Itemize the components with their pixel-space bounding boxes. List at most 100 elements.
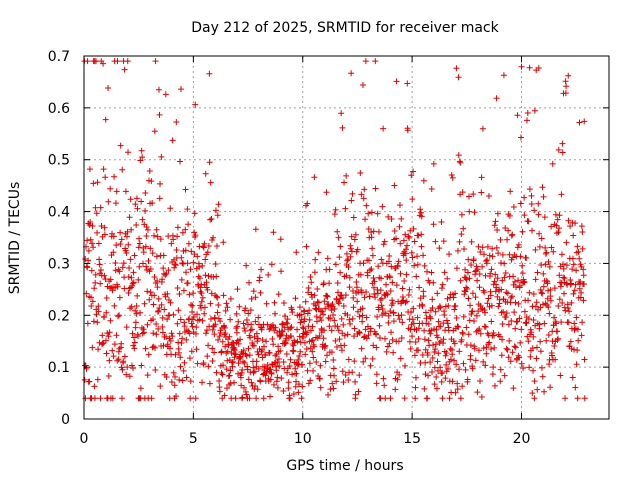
- data-point: [189, 302, 196, 309]
- data-point: [460, 313, 467, 320]
- data-point: [351, 358, 358, 365]
- data-point: [422, 309, 429, 316]
- data-point: [551, 285, 558, 292]
- data-point: [385, 258, 392, 265]
- data-point: [230, 346, 237, 353]
- data-point: [322, 342, 329, 349]
- data-point: [140, 249, 147, 256]
- data-point: [178, 339, 185, 346]
- data-point: [131, 345, 138, 352]
- data-point: [156, 111, 163, 118]
- data-point: [474, 277, 481, 284]
- data-point: [252, 318, 259, 325]
- data-point: [496, 333, 503, 340]
- data-point: [521, 279, 528, 286]
- data-point: [138, 147, 145, 154]
- data-point: [216, 384, 223, 391]
- data-point: [509, 293, 516, 300]
- data-point: [572, 281, 579, 288]
- data-point: [374, 210, 381, 217]
- data-point: [533, 299, 540, 306]
- data-point: [454, 386, 461, 393]
- data-point: [250, 369, 257, 376]
- data-point: [536, 230, 543, 237]
- data-point: [218, 348, 225, 355]
- data-point: [320, 335, 327, 342]
- data-point: [514, 112, 521, 119]
- data-point: [254, 386, 261, 393]
- data-point: [576, 285, 583, 292]
- data-point: [563, 262, 570, 269]
- data-point: [350, 304, 357, 311]
- data-point: [476, 271, 483, 278]
- data-point: [409, 316, 416, 323]
- data-point: [372, 58, 379, 65]
- data-point: [293, 370, 300, 377]
- data-point: [546, 310, 553, 317]
- data-point: [239, 366, 246, 373]
- data-point: [418, 231, 425, 238]
- data-point: [140, 244, 147, 251]
- data-point: [260, 343, 267, 350]
- data-point: [411, 352, 418, 359]
- data-point: [280, 387, 287, 394]
- data-point: [421, 336, 428, 343]
- data-point: [422, 359, 429, 366]
- data-point: [551, 343, 558, 350]
- data-point: [417, 206, 424, 213]
- data-point: [407, 345, 414, 352]
- data-point: [229, 363, 236, 370]
- data-point: [529, 227, 535, 234]
- data-point: [105, 372, 112, 379]
- data-point: [449, 351, 456, 358]
- data-point: [340, 295, 346, 302]
- data-point: [247, 369, 254, 376]
- data-point: [523, 255, 530, 262]
- data-point: [397, 355, 404, 362]
- data-point: [363, 314, 370, 321]
- data-point: [201, 240, 208, 247]
- data-point: [536, 321, 543, 328]
- data-point: [112, 200, 119, 207]
- data-point: [427, 315, 434, 322]
- data-point: [382, 395, 389, 402]
- data-point: [498, 259, 505, 266]
- data-point: [372, 294, 379, 301]
- data-point: [182, 186, 189, 193]
- data-point: [210, 234, 217, 241]
- data-point: [275, 343, 282, 350]
- data-point: [247, 327, 254, 334]
- data-point: [490, 364, 497, 371]
- data-point: [231, 379, 238, 386]
- data-point: [153, 253, 160, 260]
- data-point: [467, 342, 474, 349]
- data-point: [209, 357, 216, 364]
- data-point: [132, 319, 139, 326]
- data-point: [492, 271, 499, 278]
- data-point: [456, 348, 463, 355]
- data-point: [147, 245, 154, 252]
- data-point: [250, 288, 257, 295]
- data-point: [223, 366, 230, 373]
- data-point: [317, 362, 324, 369]
- data-point: [391, 227, 398, 234]
- data-point: [407, 309, 414, 316]
- data-point: [143, 267, 150, 274]
- data-point: [334, 323, 341, 330]
- data-point: [217, 318, 224, 325]
- data-point: [245, 345, 252, 352]
- data-point: [373, 331, 380, 338]
- data-point: [429, 355, 436, 362]
- data-point: [330, 357, 337, 364]
- data-point: [228, 359, 235, 366]
- data-point: [106, 357, 113, 364]
- data-point: [172, 261, 179, 268]
- data-point: [86, 378, 93, 385]
- data-point: [223, 385, 230, 392]
- data-point: [402, 299, 409, 306]
- data-point: [307, 327, 314, 334]
- data-point: [528, 192, 535, 199]
- data-point: [157, 180, 164, 187]
- data-point: [491, 222, 498, 229]
- data-point: [256, 274, 263, 281]
